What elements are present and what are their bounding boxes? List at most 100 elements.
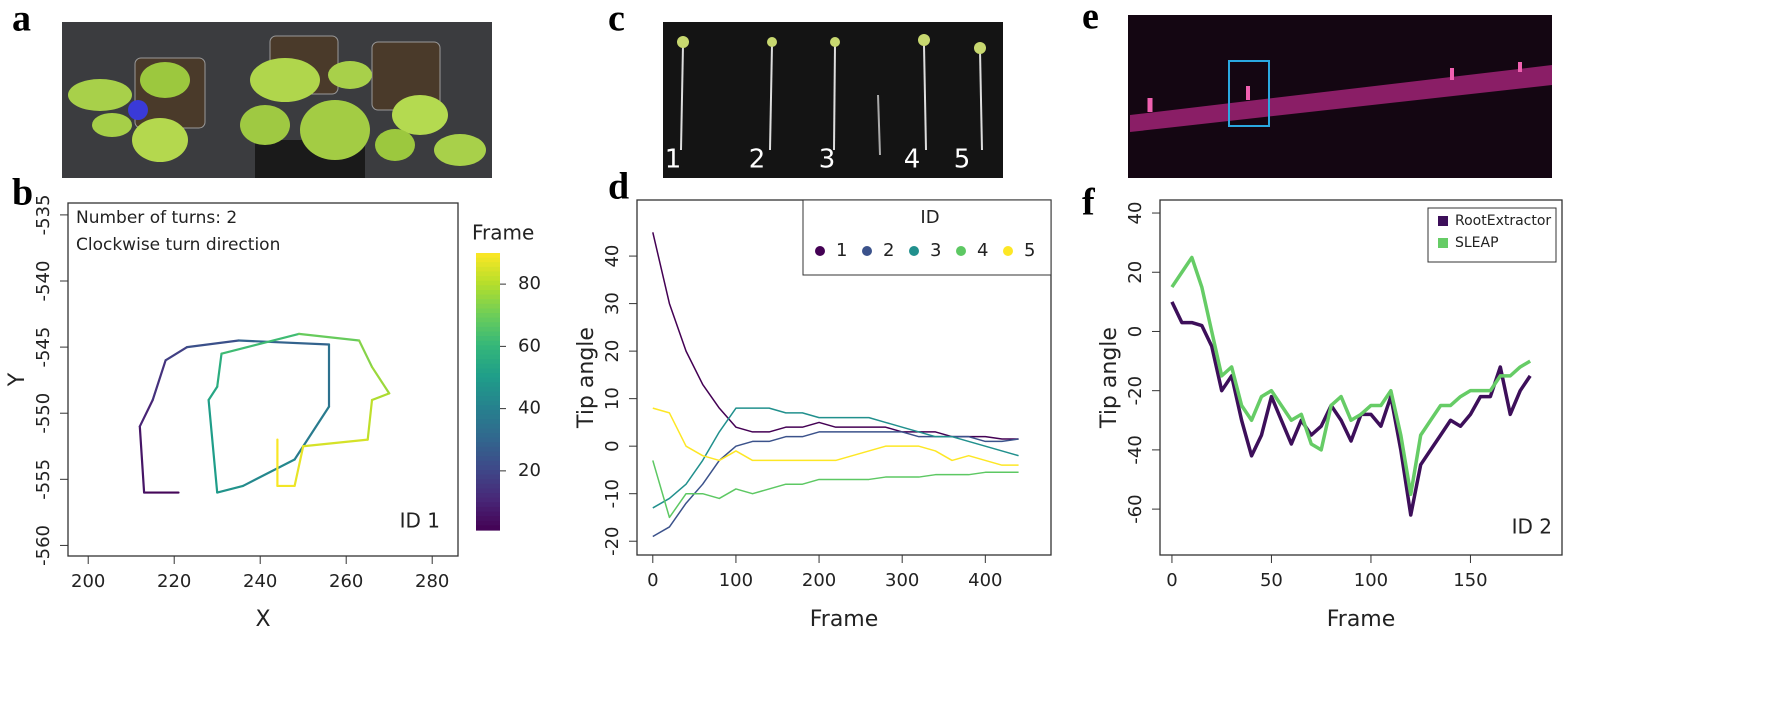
colorbar-step (476, 359, 500, 365)
legend-label: 4 (977, 240, 988, 261)
x-tick-label: 150 (1453, 570, 1487, 591)
x-axis-label: Frame (1327, 607, 1396, 632)
plot-frame (67, 202, 459, 557)
colorbar-step (476, 266, 500, 273)
y-tick-label: 10 (602, 387, 623, 410)
panel-label: e (1082, 0, 1099, 38)
legend-label: RootExtractor (1455, 213, 1551, 229)
panel-label: c (608, 0, 625, 40)
colorbar-step (476, 382, 500, 388)
y-tick-label: 20 (602, 340, 623, 363)
x-tick-label: 0 (647, 570, 658, 591)
colorbar-step (476, 520, 500, 526)
trajectory-segment (186, 339, 240, 349)
legend-label: 3 (930, 240, 941, 261)
y-tick-label: -550 (33, 393, 54, 434)
series-line (652, 460, 1019, 519)
colorbar-step (476, 511, 500, 517)
colorbar-step (476, 419, 500, 425)
annotation: Number of turns: 2 (76, 208, 237, 228)
legend-marker (1438, 216, 1448, 226)
colorbar-step (476, 405, 500, 411)
colorbar-tick-label: 40 (518, 398, 541, 419)
legend-marker (1003, 246, 1013, 256)
y-tick-label: -535 (33, 194, 54, 235)
trajectory-segment (216, 484, 245, 494)
y-tick-label: -555 (33, 459, 54, 500)
y-axis-label: Tip angle (1097, 327, 1122, 429)
trajectory-segment (358, 339, 374, 369)
y-tick-label: -540 (33, 261, 54, 302)
x-tick-label: 280 (415, 571, 449, 592)
x-tick-label: 220 (157, 571, 191, 592)
y-tick-label: -20 (602, 527, 623, 556)
annotation: ID 1 (400, 509, 440, 533)
y-tick-label: 30 (602, 292, 623, 315)
x-tick-label: 300 (885, 570, 919, 591)
y-axis-label: Tip angle (574, 327, 599, 429)
colorbar-step (476, 363, 500, 370)
colorbar-step (476, 516, 500, 522)
x-tick-label: 50 (1260, 570, 1283, 591)
legend-label: SLEAP (1455, 235, 1499, 251)
trajectory-segment (293, 445, 305, 488)
y-tick-label: 40 (1125, 202, 1146, 225)
panel-label: a (12, 0, 31, 40)
colorbar-step (476, 497, 500, 503)
trajectory-segment (370, 365, 391, 395)
colorbar-step (476, 446, 500, 453)
colorbar-step (476, 299, 500, 305)
trajectory-segment (237, 339, 331, 346)
y-tick-label: -560 (33, 525, 54, 566)
y-tick-label: -60 (1125, 494, 1146, 523)
trajectory-segment (241, 458, 296, 488)
trajectory-segment (164, 346, 189, 362)
x-axis-label: Frame (810, 607, 879, 632)
x-tick-label: 200 (71, 571, 105, 592)
colorbar-step (476, 525, 500, 531)
colorbar-step (476, 442, 500, 448)
colorbar-step (476, 280, 500, 286)
colorbar-step (476, 276, 500, 282)
colorbar-step (476, 368, 500, 374)
colorbar-step (476, 483, 500, 490)
trajectory-segment (297, 332, 361, 342)
colorbar-step (476, 479, 500, 485)
colorbar-step (476, 354, 500, 360)
colorbar-tick-label: 20 (518, 460, 541, 481)
x-tick-label: 240 (243, 571, 277, 592)
annotation: Clockwise turn direction (76, 235, 280, 255)
photo-label: 4 (904, 145, 921, 175)
colorbar-tick-label: 80 (518, 273, 541, 294)
x-tick-label: 400 (968, 570, 1002, 591)
annotation: ID 2 (1512, 515, 1552, 539)
colorbar-step (476, 493, 500, 499)
x-axis-label: X (255, 607, 270, 632)
plot-frame (1159, 199, 1563, 556)
colorbar-step (476, 400, 500, 406)
y-tick-label: 0 (602, 440, 623, 451)
trajectory-segment (207, 385, 219, 402)
panel-label: f (1082, 182, 1096, 224)
colorbar-step (476, 409, 500, 416)
trajectory-segment (366, 398, 374, 441)
trajectory-segment (220, 332, 301, 355)
colorbar-step (476, 502, 500, 508)
legend-box (1427, 207, 1557, 263)
colorbar-step (476, 271, 500, 277)
colorbar-step (476, 303, 500, 309)
trajectory-segment (370, 392, 391, 402)
series-line (652, 431, 1019, 538)
legend-marker (1438, 238, 1448, 248)
y-tick-label: 0 (1125, 326, 1146, 337)
y-axis-label: Y (5, 372, 30, 387)
photo-a (62, 22, 492, 178)
colorbar-step (476, 313, 500, 319)
photo-label: 1 (665, 145, 682, 175)
colorbar-step (476, 506, 500, 513)
photo-label: 5 (954, 145, 971, 175)
trajectory-segment (138, 425, 146, 494)
colorbar-step (476, 253, 500, 259)
colorbar-step (476, 414, 500, 420)
series-line (1170, 255, 1532, 497)
